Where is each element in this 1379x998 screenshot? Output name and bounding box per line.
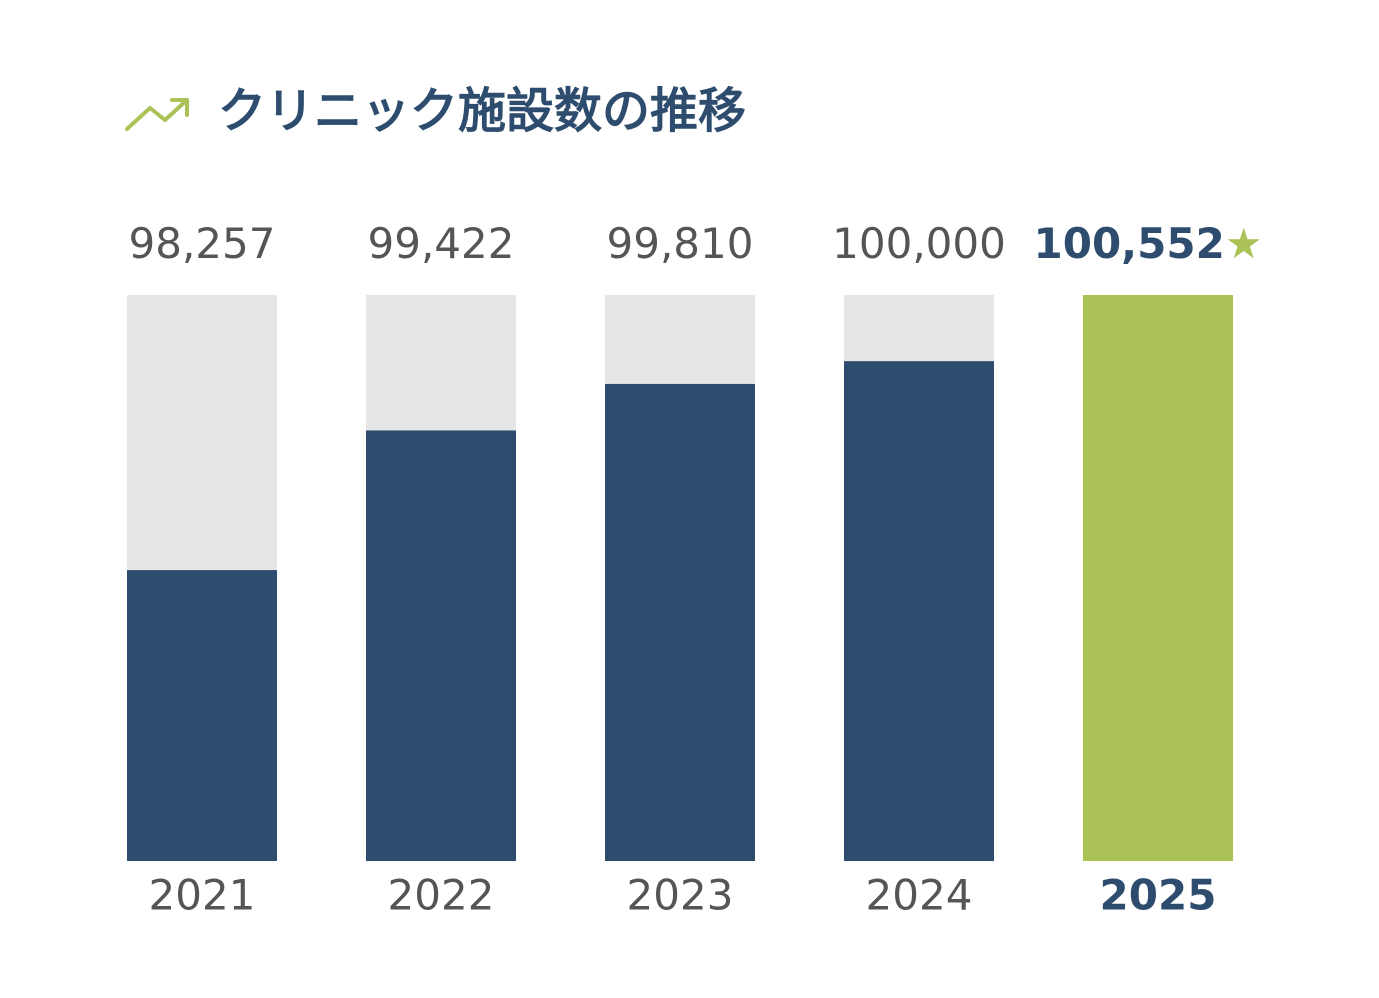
bar [605,383,755,861]
chart-title: クリニック施設数の推移 [218,83,746,139]
value-label: 98,257 [129,219,276,268]
highlight-star: ★ [1225,219,1263,268]
value-label-text: 99,810 [607,219,754,268]
trend-icon [125,98,189,131]
x-tick-label: 2022 [388,871,495,920]
value-label-text: 100,552 [1034,219,1225,268]
value-label-text: 100,000 [832,219,1006,268]
value-label: 99,810 [607,219,754,268]
value-label-text: 99,422 [368,219,515,268]
value-label-text: 98,257 [129,219,276,268]
x-tick-label: 2023 [627,871,734,920]
bar [1083,295,1233,861]
bar [366,430,516,861]
x-tick-label: 2025 [1100,871,1217,920]
x-tick-label: 2021 [149,871,256,920]
bar [844,361,994,861]
x-tick-label: 2024 [866,871,973,920]
value-label: 100,552★ [1034,219,1263,268]
value-label: 99,422 [368,219,515,268]
bar [127,570,277,861]
value-label: 100,000 [832,219,1006,268]
